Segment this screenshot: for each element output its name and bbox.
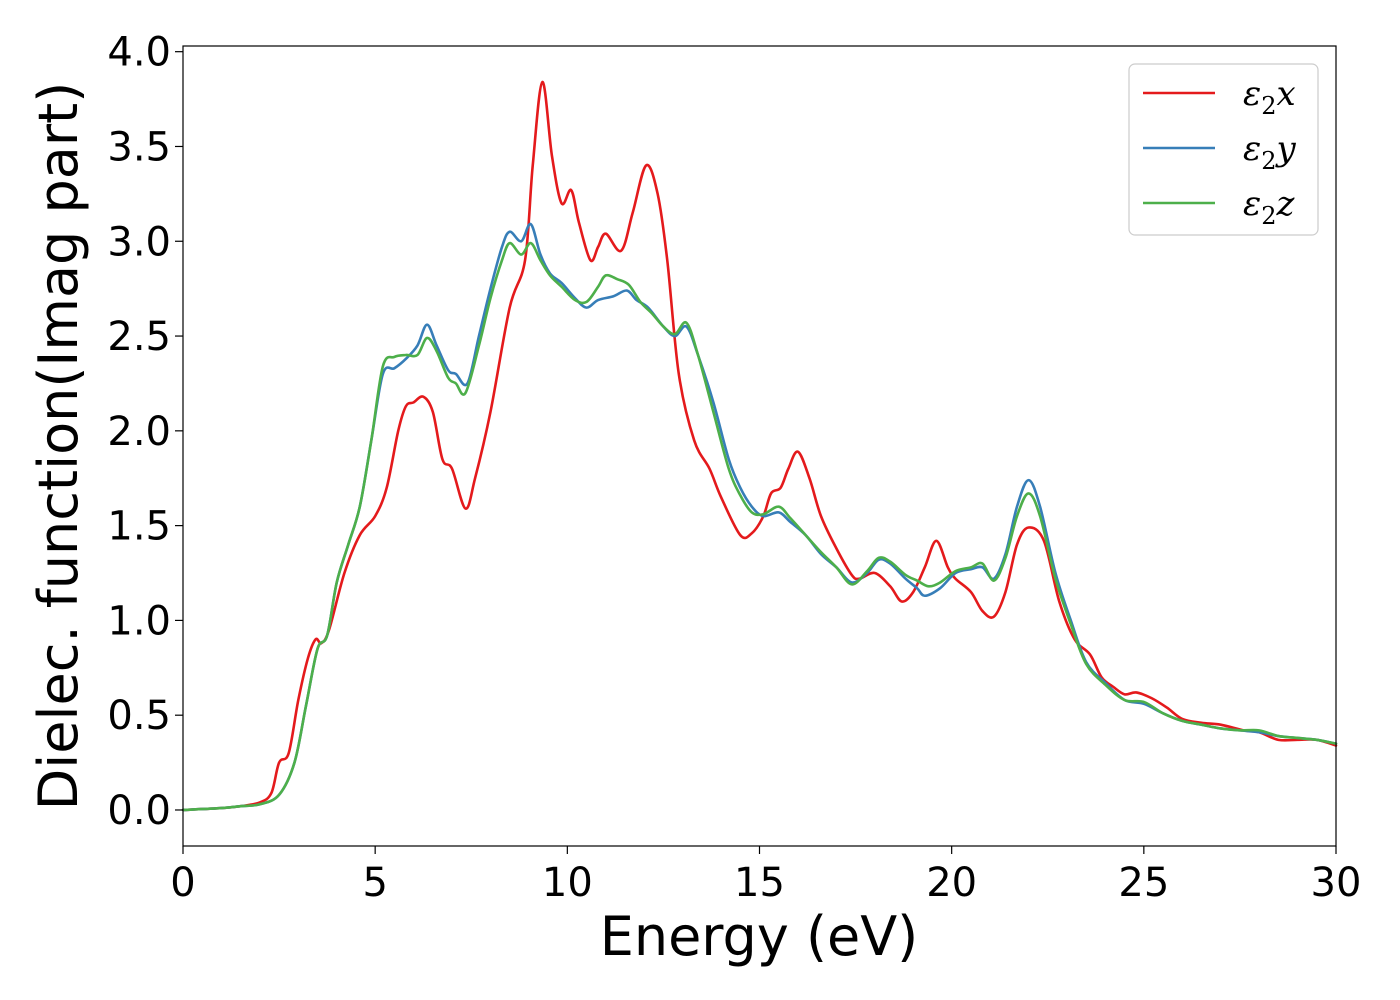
y-axis-label: Dielec. function(Imag part): [27, 82, 90, 811]
x-tick-label: 10: [542, 860, 593, 906]
y-tick-label: 4.0: [107, 30, 171, 76]
x-tick-label: 25: [1118, 860, 1169, 906]
x-tick-label: 5: [362, 860, 387, 906]
y-tick-label: 0.5: [107, 693, 171, 739]
y-tick-label: 0.0: [107, 788, 171, 834]
x-tick-label: 0: [170, 860, 195, 906]
y-tick-label: 1.5: [107, 504, 171, 550]
y-tick-label: 1.0: [107, 598, 171, 644]
x-tick-label: 30: [1311, 860, 1362, 906]
legend-label-x: ε2x: [1243, 74, 1296, 120]
y-tick-label: 2.5: [107, 314, 171, 360]
series-line-x: [181, 80, 1338, 812]
x-axis-ticks: 0 5 10 15 20 25 30: [170, 846, 1361, 906]
legend-box: [1128, 63, 1319, 236]
x-tick-label: 20: [926, 860, 977, 906]
x-tick-label: 15: [734, 860, 785, 906]
legend-label-y: ε2y: [1243, 129, 1297, 175]
legend-label-z: ε2z: [1243, 184, 1296, 230]
series-line-z: [181, 241, 1338, 812]
series-layer: [181, 80, 1338, 812]
y-axis-ticks: 0.0 0.5 1.0 1.5 2.0 2.5 3.0 3.5 4.0: [107, 30, 183, 834]
x-axis-label: Energy (eV): [600, 905, 919, 968]
legend-items: ε2x ε2y ε2z: [1143, 74, 1297, 230]
legend: ε2x ε2y ε2z: [1128, 63, 1319, 236]
y-tick-label: 3.0: [107, 219, 171, 265]
y-tick-label: 3.5: [107, 124, 171, 170]
y-tick-label: 2.0: [107, 409, 171, 455]
